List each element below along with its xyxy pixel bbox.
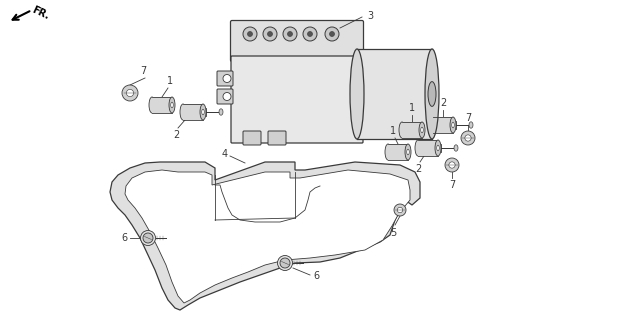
Text: 2: 2 <box>440 98 446 108</box>
Ellipse shape <box>399 122 405 138</box>
Text: 5: 5 <box>390 228 396 238</box>
Ellipse shape <box>149 97 155 113</box>
Ellipse shape <box>180 104 186 120</box>
Circle shape <box>303 27 317 41</box>
Circle shape <box>449 162 455 168</box>
Bar <box>152 97 172 113</box>
Ellipse shape <box>435 140 441 156</box>
FancyBboxPatch shape <box>231 56 363 143</box>
Text: 1: 1 <box>390 126 396 136</box>
Circle shape <box>140 230 156 245</box>
FancyBboxPatch shape <box>231 20 363 61</box>
Text: 1: 1 <box>409 103 415 113</box>
Ellipse shape <box>421 127 424 133</box>
Text: 1: 1 <box>167 76 173 86</box>
Text: 6: 6 <box>121 233 127 243</box>
Ellipse shape <box>200 104 206 120</box>
Ellipse shape <box>171 102 173 108</box>
Circle shape <box>461 131 475 145</box>
Bar <box>183 104 203 120</box>
Text: FR.: FR. <box>30 5 51 21</box>
Ellipse shape <box>350 49 364 139</box>
Ellipse shape <box>169 97 175 113</box>
Bar <box>388 144 408 160</box>
Ellipse shape <box>450 117 456 133</box>
Circle shape <box>288 31 293 36</box>
Circle shape <box>263 27 277 41</box>
Ellipse shape <box>385 144 391 160</box>
Text: 3: 3 <box>367 11 373 21</box>
Ellipse shape <box>428 82 436 106</box>
Bar <box>357 49 432 139</box>
Ellipse shape <box>202 109 204 115</box>
Circle shape <box>445 158 459 172</box>
Circle shape <box>248 31 253 36</box>
Text: 7: 7 <box>449 180 455 190</box>
FancyBboxPatch shape <box>217 71 233 86</box>
FancyBboxPatch shape <box>243 131 261 145</box>
Circle shape <box>126 89 133 97</box>
Circle shape <box>307 31 312 36</box>
Ellipse shape <box>415 140 421 156</box>
Circle shape <box>143 233 153 243</box>
Text: 2: 2 <box>415 164 421 174</box>
Ellipse shape <box>419 122 425 138</box>
Ellipse shape <box>405 144 411 160</box>
Ellipse shape <box>425 49 439 139</box>
Circle shape <box>465 135 471 141</box>
Circle shape <box>277 255 293 270</box>
FancyBboxPatch shape <box>217 89 233 104</box>
FancyBboxPatch shape <box>268 131 286 145</box>
Text: 4: 4 <box>222 149 228 159</box>
Circle shape <box>283 27 297 41</box>
Text: 7: 7 <box>465 113 471 123</box>
Bar <box>402 122 422 138</box>
Circle shape <box>243 27 257 41</box>
Ellipse shape <box>451 122 454 128</box>
Text: 7: 7 <box>140 66 146 76</box>
Circle shape <box>330 31 335 36</box>
Bar <box>433 117 453 133</box>
Circle shape <box>267 31 272 36</box>
Circle shape <box>394 204 406 216</box>
Text: 2: 2 <box>173 130 179 140</box>
Circle shape <box>122 85 138 101</box>
Circle shape <box>398 207 403 213</box>
Ellipse shape <box>437 145 439 151</box>
Ellipse shape <box>469 122 473 128</box>
Circle shape <box>223 75 231 83</box>
PathPatch shape <box>125 170 410 303</box>
Ellipse shape <box>219 109 223 115</box>
PathPatch shape <box>110 162 420 310</box>
Bar <box>418 140 438 156</box>
Circle shape <box>223 92 231 100</box>
Ellipse shape <box>454 145 458 151</box>
Circle shape <box>280 258 290 268</box>
Ellipse shape <box>430 117 436 133</box>
Ellipse shape <box>407 149 409 155</box>
Text: 6: 6 <box>313 271 319 281</box>
Circle shape <box>325 27 339 41</box>
